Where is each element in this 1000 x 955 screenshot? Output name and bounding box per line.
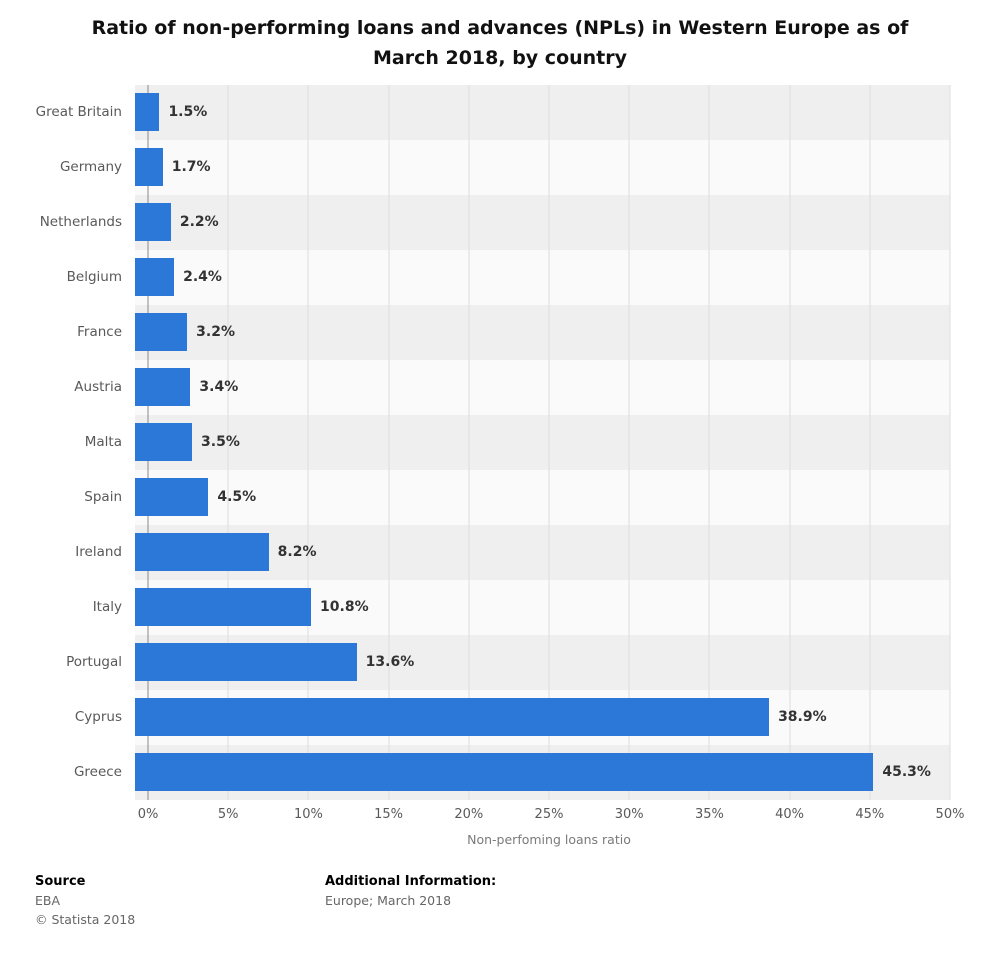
- bar: [135, 203, 171, 242]
- value-label: 1.5%: [168, 104, 208, 121]
- value-label: 2.2%: [179, 214, 219, 231]
- value-label: 4.5%: [217, 489, 257, 506]
- x-tick-label: 20%: [454, 806, 484, 822]
- x-tick-label: 5%: [217, 806, 239, 822]
- value-label: 10.8%: [320, 599, 369, 616]
- x-tick-label: 0%: [137, 806, 159, 822]
- x-tick-label: 15%: [374, 806, 404, 822]
- bar-track: 4.5%: [135, 469, 950, 525]
- value-label: 3.5%: [201, 434, 240, 451]
- chart-footer: Source EBA © Statista 2018 Additional In…: [0, 847, 1000, 932]
- category-label: Malta: [84, 434, 122, 451]
- bar-track: 3.2%: [135, 304, 950, 360]
- value-label: 38.9%: [778, 709, 827, 726]
- bar-track: 3.4%: [135, 359, 950, 415]
- bar: [135, 93, 160, 132]
- additional-info-block: Additional Information: Europe; March 20…: [325, 873, 496, 932]
- bar-row: Austria 3.4%: [0, 359, 1000, 415]
- bar-track: 1.5%: [135, 84, 950, 140]
- bar: [135, 368, 191, 407]
- source-value: EBA: [35, 892, 61, 908]
- category-label: Ireland: [75, 544, 122, 561]
- category-label: France: [77, 324, 122, 341]
- x-tick-label: 25%: [534, 806, 564, 822]
- value-label: 2.4%: [183, 269, 222, 286]
- bar: [135, 698, 770, 737]
- category-label: Great Britain: [35, 104, 122, 121]
- additional-info-value: Europe; March 2018: [325, 892, 452, 908]
- x-axis: 0% 5% 10% 15% 20% 25% 30% 35% 40% 45% 50%: [138, 800, 965, 826]
- bar-track: 10.8%: [135, 579, 950, 635]
- value-label: 1.7%: [171, 159, 211, 176]
- bar: [135, 643, 357, 682]
- bar: [135, 533, 269, 572]
- x-tick-label: 40%: [775, 806, 805, 822]
- bar: [135, 258, 175, 297]
- category-label: Austria: [74, 379, 122, 396]
- x-tick-label: 50%: [935, 806, 965, 822]
- category-label: Cyprus: [74, 709, 122, 726]
- value-label: 45.3%: [882, 764, 931, 781]
- category-label: Germany: [59, 159, 122, 176]
- bar-rows: Great Britain 1.5% Germany 1.7% Netherlands 2…: [0, 84, 1000, 800]
- x-tick-label: 35%: [694, 806, 724, 822]
- bar-track: 38.9%: [135, 689, 950, 745]
- x-tick-label: 30%: [614, 806, 644, 822]
- bar-row: Cyprus 38.9%: [0, 689, 1000, 745]
- category-label: Greece: [73, 764, 122, 781]
- value-label: 8.2%: [277, 544, 317, 561]
- bar-row: Malta 3.5%: [0, 414, 1000, 470]
- bar-track: 3.5%: [135, 414, 950, 470]
- additional-info-label: Additional Information:: [325, 873, 497, 889]
- bar-row: Ireland 8.2%: [0, 524, 1000, 580]
- bar-chart: Great Britain 1.5% Germany 1.7% Netherlands 2…: [0, 84, 1000, 800]
- bar-track: 45.3%: [135, 744, 950, 800]
- copyright-notice: © Statista 2018: [35, 912, 136, 928]
- bar-track: 1.7%: [135, 139, 950, 195]
- source-block: Source EBA © Statista 2018: [35, 873, 325, 932]
- value-label: 3.4%: [199, 379, 239, 396]
- bar-row: Italy 10.8%: [0, 579, 1000, 635]
- bar-row: France 3.2%: [0, 304, 1000, 360]
- x-tick-label: 10%: [293, 806, 323, 822]
- category-label: Portugal: [66, 654, 122, 671]
- x-axis-title: Non-perfoming loans ratio: [467, 831, 631, 847]
- bar-row: Portugal 13.6%: [0, 634, 1000, 690]
- bar-row: Belgium 2.4%: [0, 249, 1000, 305]
- bar-row: Spain 4.5%: [0, 469, 1000, 525]
- bar: [135, 753, 874, 792]
- bar: [135, 478, 209, 517]
- chart-title: Ratio of non-performing loans and advanc…: [91, 17, 909, 70]
- bar-track: 8.2%: [135, 524, 950, 580]
- bar-track: 13.6%: [135, 634, 950, 690]
- bar-row: Great Britain 1.5%: [0, 84, 1000, 140]
- bar-row: Greece 45.3%: [0, 744, 1000, 800]
- value-label: 3.2%: [196, 324, 235, 341]
- category-label: Italy: [92, 599, 122, 616]
- category-label: Belgium: [66, 269, 122, 286]
- category-label: Netherlands: [39, 214, 122, 231]
- bar-row: Netherlands 2.2%: [0, 194, 1000, 250]
- source-label: Source: [35, 873, 86, 889]
- x-tick-label: 45%: [855, 806, 885, 822]
- bar-track: 2.4%: [135, 249, 950, 305]
- bar: [135, 148, 163, 187]
- bar-track: 2.2%: [135, 194, 950, 250]
- bar-row: Germany 1.7%: [0, 139, 1000, 195]
- value-label: 13.6%: [365, 654, 415, 671]
- category-label: Spain: [84, 489, 122, 506]
- bar: [135, 588, 312, 627]
- bar: [135, 313, 188, 352]
- bar: [135, 423, 193, 462]
